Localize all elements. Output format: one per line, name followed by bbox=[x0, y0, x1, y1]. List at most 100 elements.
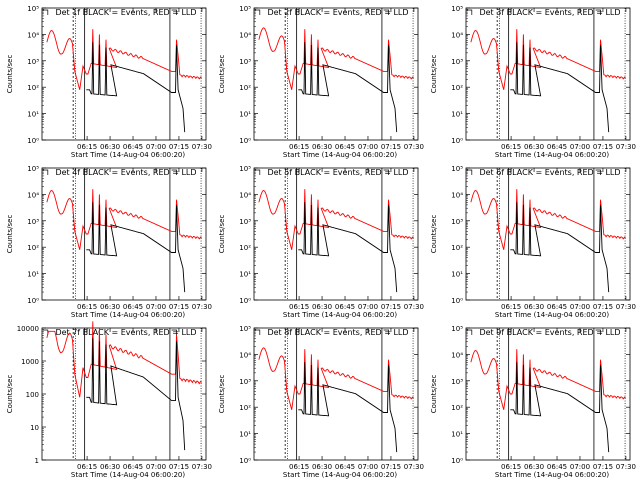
series-line-events bbox=[298, 362, 398, 453]
y-tick-label: 10¹ bbox=[27, 271, 39, 279]
corner-flag-2 bbox=[171, 9, 177, 15]
x-tick-label: 07:30 bbox=[616, 143, 636, 151]
x-tick-label: 07:00 bbox=[570, 143, 590, 151]
y-tick-label: 10³ bbox=[451, 58, 463, 66]
plot-frame bbox=[253, 167, 419, 301]
x-tick-label: 07:15 bbox=[593, 303, 613, 311]
y-tick-label: 10⁴ bbox=[239, 351, 251, 359]
series-line-lld bbox=[46, 189, 202, 250]
series-line-lld bbox=[258, 347, 414, 410]
corner-flag bbox=[42, 9, 49, 15]
plot-frame bbox=[41, 7, 207, 141]
x-tick-label: 06:15 bbox=[289, 143, 309, 151]
chart-title: Det 5f BLACK = Events, RED = LLD bbox=[267, 168, 408, 177]
x-tick-label: 07:00 bbox=[146, 143, 166, 151]
plot-frame bbox=[465, 7, 631, 141]
series-line-lld bbox=[470, 29, 626, 90]
chart-panel-2: Det 2f BLACK = Events, RED = LLD 10⁰ 10¹ 10… bbox=[218, 5, 424, 159]
chart-panel-4: Det 4f BLACK = Events, RED = LLD 10⁰ 10¹ 10… bbox=[6, 165, 212, 319]
y-axis-label: Counts/sec bbox=[218, 375, 226, 414]
x-axis-label: Start Time (14-Aug-04 06:00:20) bbox=[71, 151, 185, 159]
x-tick-label: 07:15 bbox=[593, 463, 613, 471]
y-tick-label: 10⁵ bbox=[27, 165, 39, 173]
corner-flag-2 bbox=[171, 329, 177, 335]
plot-frame bbox=[253, 7, 419, 141]
y-tick-label: 10³ bbox=[239, 378, 251, 386]
series-line-events bbox=[298, 202, 398, 293]
y-tick-label: 10³ bbox=[451, 378, 463, 386]
series-line-events bbox=[510, 42, 610, 133]
y-tick-label: 10⁵ bbox=[239, 325, 251, 333]
y-tick-label: 10¹ bbox=[451, 111, 463, 119]
corner-flag bbox=[42, 169, 49, 175]
corner-flag bbox=[466, 169, 473, 175]
x-tick-label: 07:00 bbox=[358, 303, 378, 311]
chart-title: Det 9f BLACK = Events, RED = LLD bbox=[479, 328, 620, 337]
y-tick-label: 10⁴ bbox=[27, 191, 39, 199]
x-tick-label: 06:45 bbox=[547, 463, 567, 471]
corner-flag bbox=[254, 9, 261, 15]
x-tick-label: 07:30 bbox=[192, 303, 212, 311]
y-tick-label: 10¹ bbox=[27, 111, 39, 119]
x-tick-label: 07:30 bbox=[616, 303, 636, 311]
corner-flag bbox=[42, 329, 49, 335]
y-tick-label: 10³ bbox=[27, 58, 39, 66]
y-tick-label: 10² bbox=[239, 404, 251, 412]
corner-flag-2 bbox=[383, 169, 389, 175]
chart-title: Det 6f BLACK = Events, RED = LLD bbox=[479, 168, 620, 177]
y-tick-label: 10² bbox=[451, 244, 463, 252]
y-axis-label: Counts/sec bbox=[6, 215, 14, 254]
x-axis-label: Start Time (14-Aug-04 06:00:20) bbox=[283, 151, 397, 159]
x-tick-label: 06:30 bbox=[100, 463, 120, 471]
y-tick-label: 10² bbox=[27, 84, 39, 92]
y-tick-label: 10⁰ bbox=[27, 137, 39, 145]
y-tick-label: 10⁴ bbox=[27, 31, 39, 39]
x-tick-label: 06:45 bbox=[123, 303, 143, 311]
chart-title: Det 8f BLACK = Events, RED = LLD bbox=[267, 328, 408, 337]
y-axis-label: Counts/sec bbox=[430, 55, 438, 94]
chart-panel-5: Det 5f BLACK = Events, RED = LLD 10⁰ 10¹ 10… bbox=[218, 165, 424, 319]
x-axis-label: Start Time (14-Aug-04 06:00:20) bbox=[283, 311, 397, 319]
x-tick-label: 07:15 bbox=[169, 303, 189, 311]
x-tick-label: 06:45 bbox=[547, 303, 567, 311]
x-axis-label: Start Time (14-Aug-04 06:00:20) bbox=[495, 311, 609, 319]
y-tick-label: 10⁰ bbox=[239, 297, 251, 305]
y-tick-label: 10¹ bbox=[239, 111, 251, 119]
x-tick-label: 07:30 bbox=[192, 143, 212, 151]
y-tick-label: 10³ bbox=[451, 218, 463, 226]
x-tick-label: 07:00 bbox=[358, 143, 378, 151]
x-tick-label: 06:30 bbox=[100, 303, 120, 311]
y-tick-label: 10¹ bbox=[451, 271, 463, 279]
y-tick-label: 10⁴ bbox=[451, 351, 463, 359]
y-tick-label: 10⁰ bbox=[239, 137, 251, 145]
x-tick-label: 07:00 bbox=[146, 463, 166, 471]
y-tick-label: 10⁵ bbox=[239, 165, 251, 173]
series-line-events bbox=[86, 202, 186, 293]
y-tick-label: 10² bbox=[239, 84, 251, 92]
x-tick-label: 07:30 bbox=[404, 463, 424, 471]
chart-panel-7: Det 7f BLACK = Events, RED = LLD 1 10 100 10… bbox=[6, 321, 212, 479]
x-tick-label: 06:15 bbox=[77, 463, 97, 471]
chart-panel-8: Det 8f BLACK = Events, RED = LLD 10⁰ 10¹ 10… bbox=[218, 325, 424, 479]
x-tick-label: 06:30 bbox=[524, 143, 544, 151]
x-tick-label: 06:45 bbox=[123, 463, 143, 471]
series-line-lld bbox=[46, 29, 202, 90]
chart-title: Det 7f BLACK = Events, RED = LLD bbox=[55, 328, 196, 337]
y-tick-label: 10⁵ bbox=[27, 5, 39, 13]
x-tick-label: 07:00 bbox=[570, 303, 590, 311]
x-tick-label: 06:30 bbox=[524, 303, 544, 311]
x-axis-label: Start Time (14-Aug-04 06:00:20) bbox=[71, 471, 185, 479]
series-line-events bbox=[510, 202, 610, 293]
corner-flag-2 bbox=[595, 329, 601, 335]
y-tick-label: 10¹ bbox=[451, 431, 463, 439]
x-tick-label: 07:00 bbox=[570, 463, 590, 471]
y-tick-label: 10² bbox=[27, 244, 39, 252]
y-axis-label: Counts/sec bbox=[218, 215, 226, 254]
y-axis-label: Counts/sec bbox=[430, 375, 438, 414]
series-line-events bbox=[86, 42, 186, 133]
corner-flag bbox=[466, 329, 473, 335]
corner-flag bbox=[254, 169, 261, 175]
y-tick-label: 10000 bbox=[17, 325, 39, 333]
x-tick-label: 07:00 bbox=[358, 463, 378, 471]
